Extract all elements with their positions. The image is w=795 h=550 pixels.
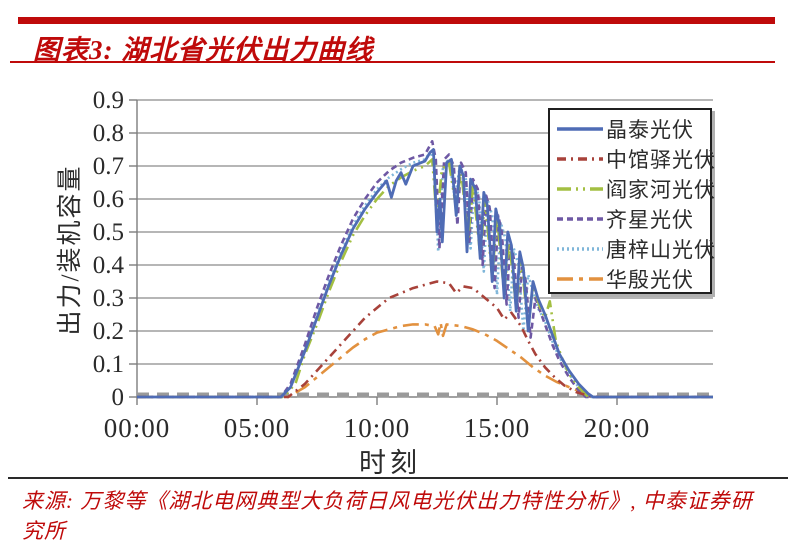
series-curve <box>137 321 713 399</box>
legend-line-sample <box>557 127 603 131</box>
y-tick-label: 0.3 <box>93 285 124 312</box>
chart-legend: 晶泰光伏中馆驿光伏阎家河光伏齐星光伏唐梓山光伏华殷光伏 <box>548 108 715 294</box>
legend-label: 中馆驿光伏 <box>606 148 716 172</box>
footer-separator <box>8 477 788 479</box>
y-tick-label: 0.9 <box>93 87 124 114</box>
legend-item: 晶泰光伏 <box>556 114 708 144</box>
legend-line-sample <box>557 247 603 251</box>
series-curve <box>137 148 713 399</box>
legend-label: 晶泰光伏 <box>606 118 694 142</box>
legend-item: 齐星光伏 <box>556 204 708 234</box>
y-tick-label: 0 <box>112 384 125 411</box>
x-tick-label: 10:00 <box>344 413 411 443</box>
legend-label: 唐梓山光伏 <box>606 238 716 262</box>
x-axis-label: 时刻 <box>359 448 421 478</box>
legend-label: 阎家河光伏 <box>606 178 716 202</box>
source-line-1: 来源: 万黎等《湖北电网典型大负荷日风电光伏出力特性分析》, 中泰证券研 <box>22 489 753 513</box>
series-curve <box>137 280 713 399</box>
legend-label: 齐星光伏 <box>606 208 694 232</box>
legend-item: 华殷光伏 <box>556 264 708 294</box>
x-tick-label: 20:00 <box>584 413 651 443</box>
legend-line-sample <box>557 277 603 281</box>
y-tick-label: 0.1 <box>93 351 124 378</box>
legend-item: 中馆驿光伏 <box>556 144 715 174</box>
legend-line-sample <box>557 187 603 191</box>
x-tick-label: 00:00 <box>104 413 171 443</box>
source-note: 来源: 万黎等《湖北电网典型大负荷日风电光伏出力特性分析》, 中泰证券研 究所 <box>22 486 767 547</box>
series-curve <box>137 149 713 399</box>
y-axis-label: 出力/装机容量 <box>57 164 84 336</box>
x-tick-label: 15:00 <box>464 413 531 443</box>
x-tick-label: 05:00 <box>224 413 291 443</box>
y-tick-label: 0.5 <box>93 219 124 246</box>
legend-line-sample <box>557 217 603 221</box>
y-tick-label: 0.8 <box>93 120 124 147</box>
legend-item: 唐梓山光伏 <box>556 234 715 264</box>
output-curves-chart: 0 0.1 0.2 0.3 0.4 0.5 0.6 0.7 0.8 0.9 00:00 05:00 10… <box>93 87 713 443</box>
y-tick-label: 0.7 <box>93 153 124 180</box>
legend-label: 华殷光伏 <box>606 268 694 292</box>
source-line-2: 究所 <box>22 519 66 544</box>
header-accent-bar <box>18 17 775 24</box>
title-underline <box>10 61 775 63</box>
y-tick-label: 0.4 <box>93 252 125 279</box>
legend-item: 阎家河光伏 <box>556 174 715 204</box>
y-tick-label: 0.6 <box>93 186 124 213</box>
y-tick-label: 0.2 <box>93 318 124 345</box>
page-title: 图表3: 湖北省光伏出力曲线 <box>33 35 374 65</box>
legend-line-sample <box>557 157 603 161</box>
